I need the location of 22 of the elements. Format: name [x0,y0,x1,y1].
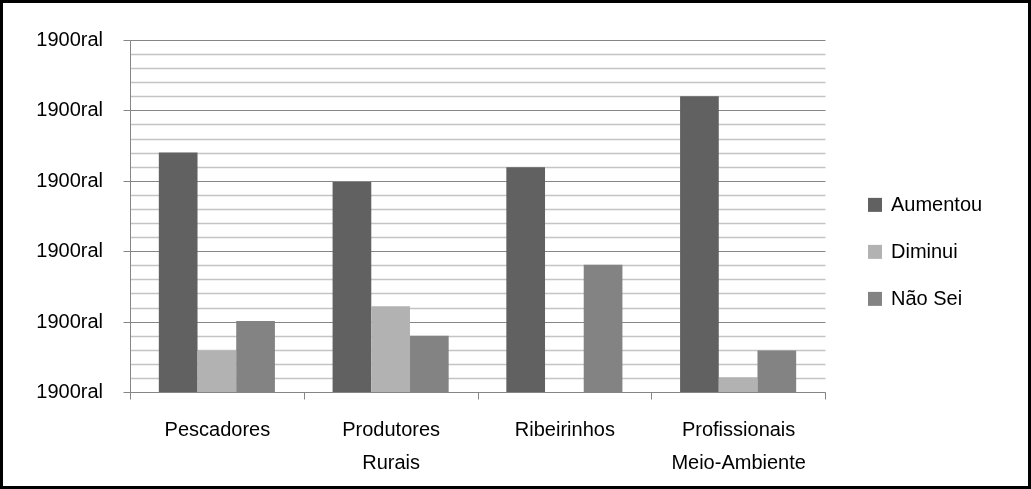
text: 1900ral [36,28,103,50]
text: 1900ral [36,309,103,332]
text: 1900ral [36,168,103,191]
x-tick-label: Ribeirinhos [514,417,615,440]
x-tick-label: Profissionais Meio-Ambiente [671,417,806,473]
legend-label: Não Sei [891,286,963,309]
bar [158,152,198,392]
text: 1900ral [36,98,103,121]
text: 1900ral [36,380,103,402]
x-tick-label: Pescadores [164,417,271,440]
legend-label: Aumentou [891,192,983,215]
bar [757,350,797,392]
bar [409,335,449,392]
bar [718,377,758,392]
x-tick-label: Produtores Rurais [342,417,441,473]
legend-label: Diminui [891,239,958,262]
bar [332,181,372,392]
bar [506,167,546,392]
text: 1900ral [36,239,103,262]
bar [680,96,719,392]
bar [197,350,237,392]
bar [371,306,410,392]
